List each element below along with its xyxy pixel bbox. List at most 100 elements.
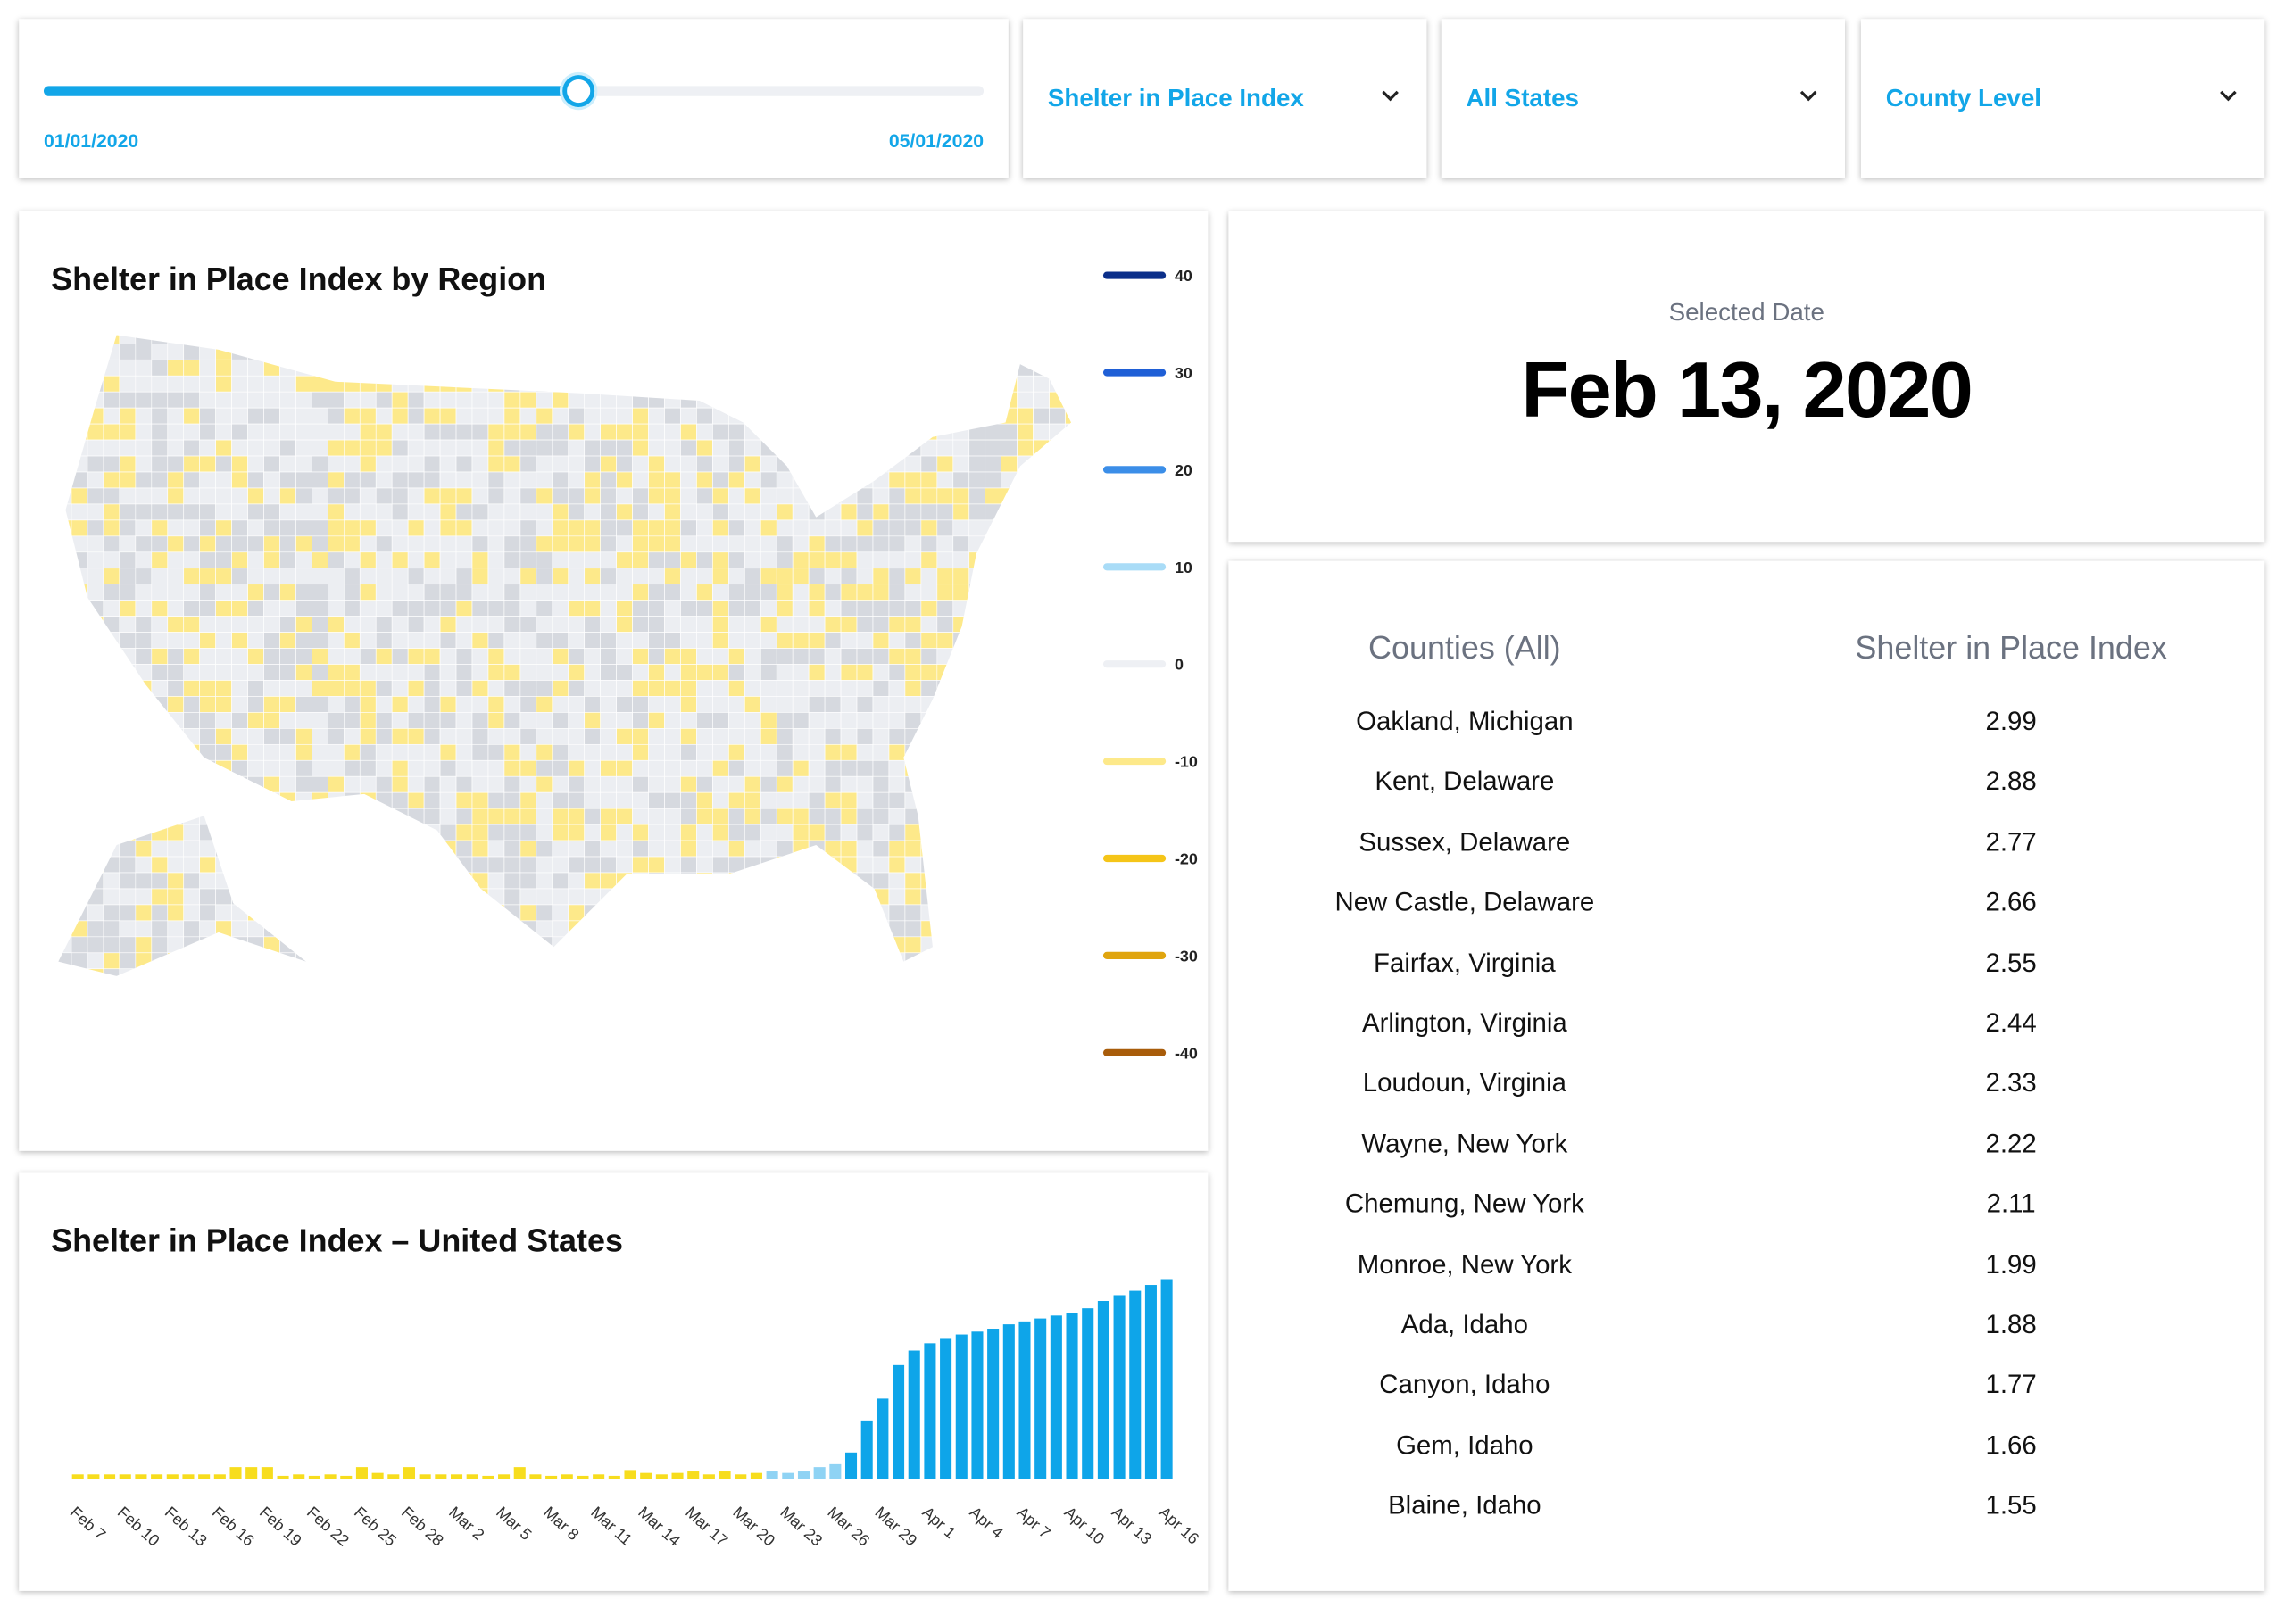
dropdown[interactable]: County Level <box>1860 19 2265 178</box>
map-region <box>856 439 874 457</box>
dropdown[interactable]: Shelter in Place Index <box>1023 19 1427 178</box>
map-region <box>808 775 826 793</box>
map-region <box>151 775 169 793</box>
map-region <box>872 600 890 617</box>
map-region <box>888 455 906 473</box>
map-region <box>263 423 280 441</box>
map-region <box>199 759 216 777</box>
map-region <box>680 391 697 409</box>
map-region <box>71 775 88 793</box>
map-region <box>904 423 922 441</box>
map-region <box>151 519 169 537</box>
map-region <box>1017 455 1034 473</box>
map-region <box>359 455 377 473</box>
map-region <box>167 519 185 537</box>
map-region <box>423 648 441 665</box>
map-region <box>423 920 441 938</box>
bar <box>813 1467 826 1479</box>
map-region <box>808 519 826 537</box>
map-region <box>776 343 794 360</box>
map-region <box>648 407 665 425</box>
map-region <box>728 471 745 489</box>
map-region <box>167 375 185 393</box>
map-region <box>1081 424 1097 440</box>
map-region <box>487 759 505 777</box>
map-region <box>231 840 248 858</box>
map-region <box>328 471 345 489</box>
map-region <box>58 584 72 601</box>
map-region <box>263 856 280 874</box>
map-region <box>952 519 970 537</box>
map-region <box>439 968 457 976</box>
map-region <box>744 904 761 922</box>
map-region <box>904 519 922 537</box>
map-region <box>584 952 601 970</box>
map-region <box>632 455 649 473</box>
bar <box>198 1474 211 1479</box>
map-region <box>215 936 232 954</box>
map-region <box>952 712 970 729</box>
map-region <box>439 423 457 441</box>
bar <box>1050 1315 1062 1479</box>
map-region <box>167 759 185 777</box>
map-region <box>568 791 586 809</box>
map-region <box>648 824 665 841</box>
map-region <box>616 728 633 745</box>
map-region <box>568 759 586 777</box>
map-region <box>1049 696 1066 713</box>
map-region <box>263 503 280 521</box>
map-region <box>616 696 633 713</box>
map-region <box>616 535 633 553</box>
map-region <box>728 840 745 858</box>
map-region <box>824 503 842 521</box>
map-region <box>519 728 537 745</box>
map-region <box>888 888 906 906</box>
x-tick-label: Mar 8 <box>540 1503 582 1544</box>
map-region <box>1017 952 1034 970</box>
map-region <box>664 455 681 473</box>
map-region <box>680 872 697 890</box>
map-region <box>1065 455 1072 473</box>
map-region <box>985 471 1001 489</box>
map-region <box>58 888 72 906</box>
date-slider[interactable] <box>19 19 1009 178</box>
map-region <box>792 616 810 633</box>
map-region <box>680 968 697 976</box>
map-region <box>728 375 745 393</box>
map-region <box>263 471 280 489</box>
slider-thumb[interactable] <box>562 75 595 108</box>
map-region <box>824 343 842 360</box>
map-region <box>471 584 489 601</box>
map-region <box>295 359 312 377</box>
map-region <box>151 343 169 360</box>
map-region <box>471 728 489 745</box>
map-region <box>135 584 153 601</box>
map-region <box>58 391 72 409</box>
map-region <box>952 680 970 697</box>
map-region <box>952 904 970 922</box>
map-region <box>552 648 569 665</box>
map-region <box>600 696 617 713</box>
map-region <box>728 808 745 825</box>
map-region <box>1049 648 1066 665</box>
map-region <box>167 551 185 569</box>
map-region <box>648 680 665 697</box>
map-region <box>1001 335 1018 344</box>
map-region <box>536 568 553 585</box>
dropdown[interactable]: All States <box>1441 19 1845 178</box>
map-region <box>439 471 457 489</box>
map-region <box>487 551 505 569</box>
map-region <box>952 888 970 906</box>
map-region <box>920 584 938 601</box>
map-region <box>423 872 441 890</box>
map-region <box>328 551 345 569</box>
map-region <box>119 535 137 553</box>
map-region <box>119 904 137 922</box>
map-region <box>1065 632 1072 649</box>
map-region <box>167 600 185 617</box>
map-region <box>952 616 970 633</box>
map-region <box>328 808 345 825</box>
map-region <box>888 551 906 569</box>
map-region <box>247 824 264 841</box>
map-region <box>904 471 922 489</box>
